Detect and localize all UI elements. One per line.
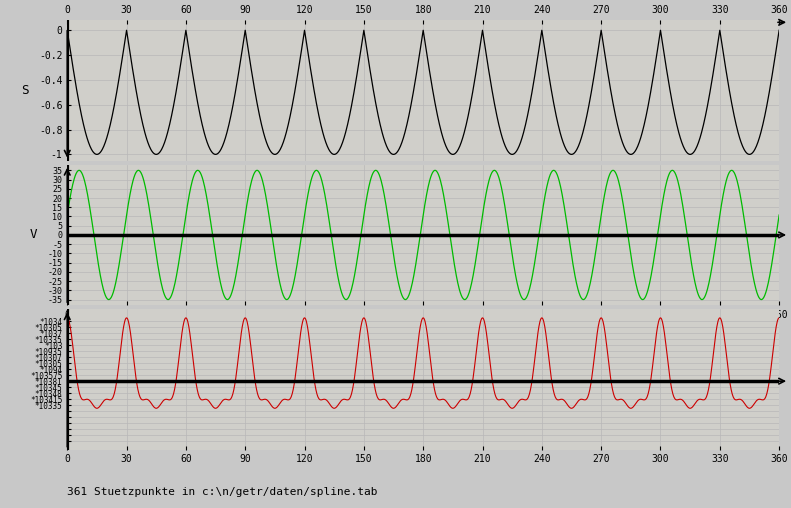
Y-axis label: S: S (21, 84, 28, 97)
Text: 361 Stuetzpunkte in c:\n/getr/daten/spline.tab: 361 Stuetzpunkte in c:\n/getr/daten/spli… (67, 487, 378, 497)
Y-axis label: V: V (30, 229, 37, 241)
